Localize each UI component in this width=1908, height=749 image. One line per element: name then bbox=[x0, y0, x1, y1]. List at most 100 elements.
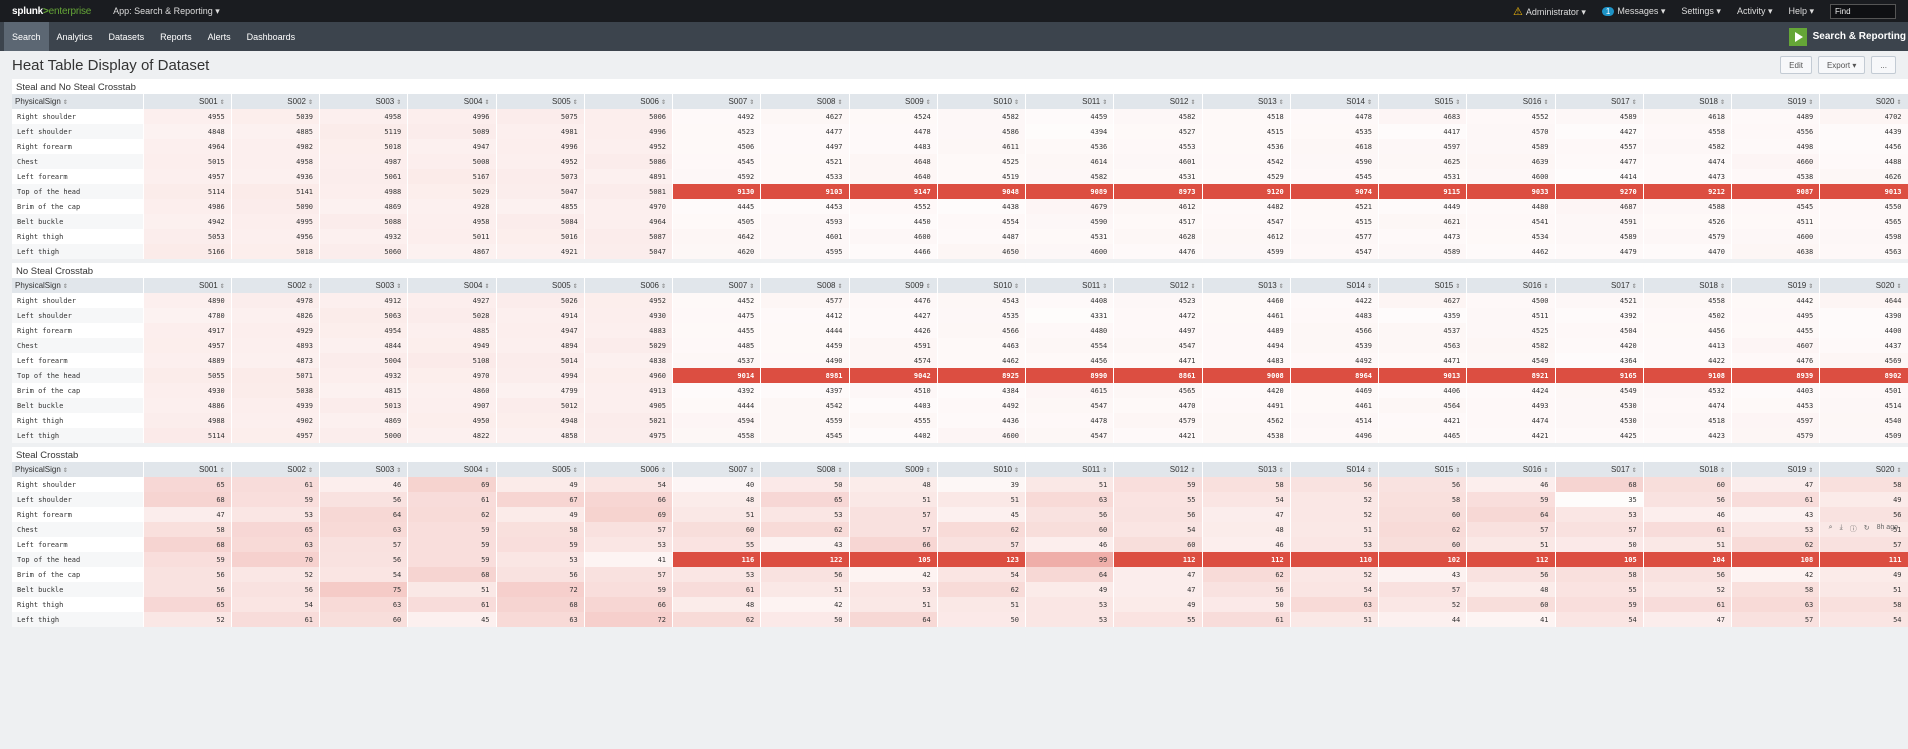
sort-icon[interactable]: ⇕ bbox=[572, 468, 578, 474]
sort-icon[interactable]: ⇕ bbox=[1543, 100, 1549, 106]
sort-icon[interactable]: ⇕ bbox=[572, 284, 578, 290]
column-header[interactable]: S012 ⇕ bbox=[1113, 462, 1203, 477]
sort-icon[interactable]: ⇕ bbox=[925, 468, 931, 474]
sort-icon[interactable]: ⇕ bbox=[1190, 100, 1196, 106]
column-header[interactable]: S019 ⇕ bbox=[1731, 94, 1821, 109]
sort-icon[interactable]: ⇕ bbox=[1719, 284, 1725, 290]
column-header[interactable]: S004 ⇕ bbox=[407, 278, 497, 293]
column-header[interactable]: S003 ⇕ bbox=[319, 462, 409, 477]
column-header[interactable]: S020 ⇕ bbox=[1819, 278, 1908, 293]
column-header[interactable]: S009 ⇕ bbox=[849, 278, 938, 293]
sort-icon[interactable]: ⇕ bbox=[1896, 468, 1902, 474]
refresh-icon[interactable]: ↻ bbox=[1863, 525, 1870, 532]
column-header[interactable]: S012 ⇕ bbox=[1113, 94, 1203, 109]
edit-button[interactable]: Edit bbox=[1780, 56, 1812, 74]
sort-icon[interactable]: ⇕ bbox=[837, 100, 843, 106]
activity-menu[interactable]: Activity ▾ bbox=[1736, 5, 1773, 16]
sort-icon[interactable]: ⇕ bbox=[660, 468, 666, 474]
column-header[interactable]: S002 ⇕ bbox=[231, 462, 321, 477]
sort-icon[interactable]: ⇕ bbox=[1102, 468, 1108, 474]
sort-icon[interactable]: ⇕ bbox=[1808, 468, 1814, 474]
column-header[interactable]: S011 ⇕ bbox=[1025, 94, 1115, 109]
sort-icon[interactable]: ⇕ bbox=[837, 284, 843, 290]
column-header[interactable]: S010 ⇕ bbox=[937, 94, 1027, 109]
column-header[interactable]: S018 ⇕ bbox=[1643, 94, 1733, 109]
column-header[interactable]: S001 ⇕ bbox=[143, 278, 232, 293]
column-header[interactable]: S017 ⇕ bbox=[1555, 278, 1644, 293]
column-header[interactable]: S017 ⇕ bbox=[1555, 462, 1644, 477]
column-header[interactable]: S002 ⇕ bbox=[231, 278, 321, 293]
sort-icon[interactable]: ⇕ bbox=[1366, 100, 1372, 106]
sort-icon[interactable]: ⇕ bbox=[1808, 100, 1814, 106]
tab-datasets[interactable]: Datasets bbox=[108, 31, 145, 42]
column-header[interactable]: S005 ⇕ bbox=[496, 462, 585, 477]
column-header[interactable]: S019 ⇕ bbox=[1731, 462, 1821, 477]
column-header[interactable]: S014 ⇕ bbox=[1290, 278, 1380, 293]
sort-icon[interactable]: ⇕ bbox=[1278, 284, 1284, 290]
column-header[interactable]: S014 ⇕ bbox=[1290, 94, 1380, 109]
column-header[interactable]: S006 ⇕ bbox=[584, 94, 674, 109]
sort-icon[interactable]: ⇕ bbox=[749, 284, 755, 290]
sort-icon[interactable]: ⇕ bbox=[219, 468, 225, 474]
column-header[interactable]: S010 ⇕ bbox=[937, 462, 1027, 477]
sort-icon[interactable]: ⇕ bbox=[484, 468, 490, 474]
sort-icon[interactable]: ⇕ bbox=[925, 100, 931, 106]
sort-icon[interactable]: ⇕ bbox=[1366, 468, 1372, 474]
sort-icon[interactable]: ⇕ bbox=[1808, 284, 1814, 290]
sort-icon[interactable]: ⇕ bbox=[837, 468, 843, 474]
sort-icon[interactable]: ⇕ bbox=[660, 284, 666, 290]
sort-icon[interactable]: ⇕ bbox=[1719, 468, 1725, 474]
column-header[interactable]: S015 ⇕ bbox=[1378, 94, 1468, 109]
column-header[interactable]: S008 ⇕ bbox=[760, 462, 850, 477]
column-header[interactable]: PhysicalSign ⇕ bbox=[12, 278, 144, 293]
column-header[interactable]: S007 ⇕ bbox=[672, 94, 762, 109]
sort-icon[interactable]: ⇕ bbox=[1896, 100, 1902, 106]
sort-icon[interactable]: ⇕ bbox=[484, 100, 490, 106]
sort-icon[interactable]: ⇕ bbox=[572, 100, 578, 106]
inspect-icon[interactable]: ⓘ bbox=[1849, 526, 1857, 533]
sort-icon[interactable]: ⇕ bbox=[1190, 284, 1196, 290]
sort-icon[interactable]: ⇕ bbox=[1631, 284, 1637, 290]
sort-icon[interactable]: ⇕ bbox=[1455, 100, 1461, 106]
column-header[interactable]: S019 ⇕ bbox=[1731, 278, 1821, 293]
find-input[interactable]: Find bbox=[1830, 3, 1896, 19]
sort-icon[interactable]: ⇕ bbox=[1366, 284, 1372, 290]
column-header[interactable]: S013 ⇕ bbox=[1202, 462, 1291, 477]
sort-icon[interactable]: ⇕ bbox=[396, 284, 402, 290]
sort-icon[interactable]: ⇕ bbox=[1543, 284, 1549, 290]
sort-icon[interactable]: ⇕ bbox=[307, 284, 313, 290]
column-header[interactable]: S020 ⇕ bbox=[1819, 462, 1908, 477]
sort-icon[interactable]: ⇕ bbox=[1102, 100, 1108, 106]
settings-menu[interactable]: Settings ▾ bbox=[1681, 5, 1721, 16]
search-icon[interactable]: ⌕ bbox=[1828, 524, 1833, 531]
sort-icon[interactable]: ⇕ bbox=[1190, 468, 1196, 474]
column-header[interactable]: S005 ⇕ bbox=[496, 94, 585, 109]
sort-icon[interactable]: ⇕ bbox=[307, 468, 313, 474]
column-header[interactable]: S011 ⇕ bbox=[1025, 278, 1115, 293]
column-header[interactable]: PhysicalSign ⇕ bbox=[12, 462, 144, 477]
splunk-logo[interactable]: splunk>enterprise bbox=[12, 6, 91, 17]
column-header[interactable]: S007 ⇕ bbox=[672, 278, 762, 293]
column-header[interactable]: S016 ⇕ bbox=[1466, 94, 1556, 109]
sort-icon[interactable]: ⇕ bbox=[1543, 468, 1549, 474]
sort-icon[interactable]: ⇕ bbox=[1102, 284, 1108, 290]
sort-icon[interactable]: ⇕ bbox=[1631, 100, 1637, 106]
column-header[interactable]: S014 ⇕ bbox=[1290, 462, 1380, 477]
sort-icon[interactable]: ⇕ bbox=[1013, 284, 1019, 290]
column-header[interactable]: S009 ⇕ bbox=[849, 462, 938, 477]
sort-icon[interactable]: ⇕ bbox=[660, 100, 666, 106]
column-header[interactable]: S016 ⇕ bbox=[1466, 462, 1556, 477]
column-header[interactable]: S001 ⇕ bbox=[143, 94, 232, 109]
sort-icon[interactable]: ⇕ bbox=[925, 284, 931, 290]
sort-icon[interactable]: ⇕ bbox=[749, 100, 755, 106]
sort-icon[interactable]: ⇕ bbox=[749, 468, 755, 474]
column-header[interactable]: S012 ⇕ bbox=[1113, 278, 1203, 293]
sort-icon[interactable]: ⇕ bbox=[307, 100, 313, 106]
column-header[interactable]: S008 ⇕ bbox=[760, 278, 850, 293]
export-icon[interactable]: ⤓ bbox=[1839, 524, 1843, 531]
sort-icon[interactable]: ⇕ bbox=[1013, 100, 1019, 106]
more-actions-button[interactable]: ... bbox=[1871, 56, 1896, 74]
tab-alerts[interactable]: Alerts bbox=[207, 31, 231, 42]
tab-reports[interactable]: Reports bbox=[160, 31, 192, 42]
sort-icon[interactable]: ⇕ bbox=[62, 284, 68, 290]
